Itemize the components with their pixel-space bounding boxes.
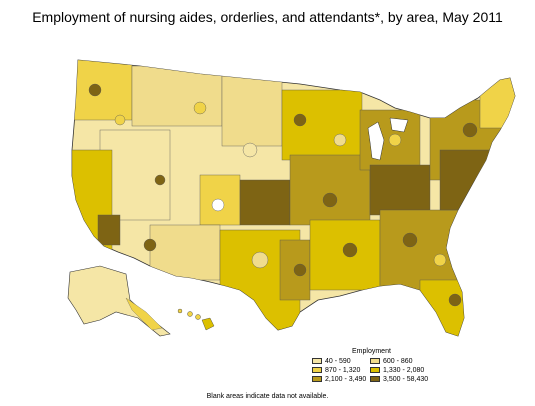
region-kansas (239, 179, 291, 226)
legend-label: 600 - 860 (383, 358, 413, 365)
footnote: Blank areas indicate data not available. (206, 393, 329, 400)
legend-swatch (370, 367, 380, 374)
area-patch (211, 198, 225, 212)
legend-label: 1,330 - 2,080 (383, 367, 425, 374)
region-ohio-valley (369, 164, 431, 216)
area-patch (448, 293, 462, 307)
area-patch (388, 133, 402, 147)
area-patch (462, 122, 478, 138)
legend-item: 3,500 - 58,430 (370, 376, 428, 384)
area-patch (322, 192, 338, 208)
region-midwest-central (289, 154, 371, 226)
legend-label: 2,100 - 3,490 (325, 376, 367, 383)
legend-swatch (312, 376, 322, 383)
area-patch (433, 253, 447, 267)
legend-item: 1,330 - 2,080 (370, 367, 424, 375)
area-patch (251, 251, 269, 269)
area-patch (242, 142, 258, 158)
legend-item: 40 - 590 (312, 358, 351, 366)
area-patch (88, 83, 102, 97)
area-patch (154, 174, 166, 186)
legend-label: 3,500 - 58,430 (383, 376, 429, 383)
legend-item: 600 - 860 (370, 358, 413, 366)
region-socal (97, 214, 121, 246)
legend-item: 870 - 1,320 (312, 367, 360, 375)
region-plains-north (221, 75, 283, 147)
legend-label: 870 - 1,320 (325, 367, 361, 374)
area-patch (143, 238, 157, 252)
region-midwest-upper (281, 89, 363, 161)
area-patch (114, 114, 126, 126)
area-patch (293, 263, 307, 277)
alaska-area (125, 297, 163, 331)
map-title: Employment of nursing aides, orderlies, … (32, 9, 503, 25)
area-patch (402, 232, 418, 248)
area-patch (193, 101, 207, 115)
legend-title: Employment (352, 348, 391, 355)
area-patch (342, 242, 358, 258)
area-patch (333, 133, 347, 147)
legend-swatch (312, 358, 322, 365)
legend-label: 40 - 590 (325, 358, 351, 365)
legend-swatch (312, 367, 322, 374)
region-pacific-nw (72, 60, 133, 121)
great-lakes (367, 121, 385, 161)
legend-item: 2,100 - 3,490 (312, 376, 366, 384)
area-patch (293, 113, 307, 127)
region-new-england (479, 77, 515, 129)
great-lakes (389, 117, 409, 133)
region-mountain-north (131, 65, 223, 127)
region-florida (419, 279, 471, 336)
legend-swatch (370, 358, 380, 365)
hawaii (177, 308, 215, 331)
region-southwest (149, 224, 221, 281)
region-mid-atlantic (439, 149, 491, 211)
legend-swatch (370, 376, 380, 383)
region-southeast (379, 209, 461, 291)
